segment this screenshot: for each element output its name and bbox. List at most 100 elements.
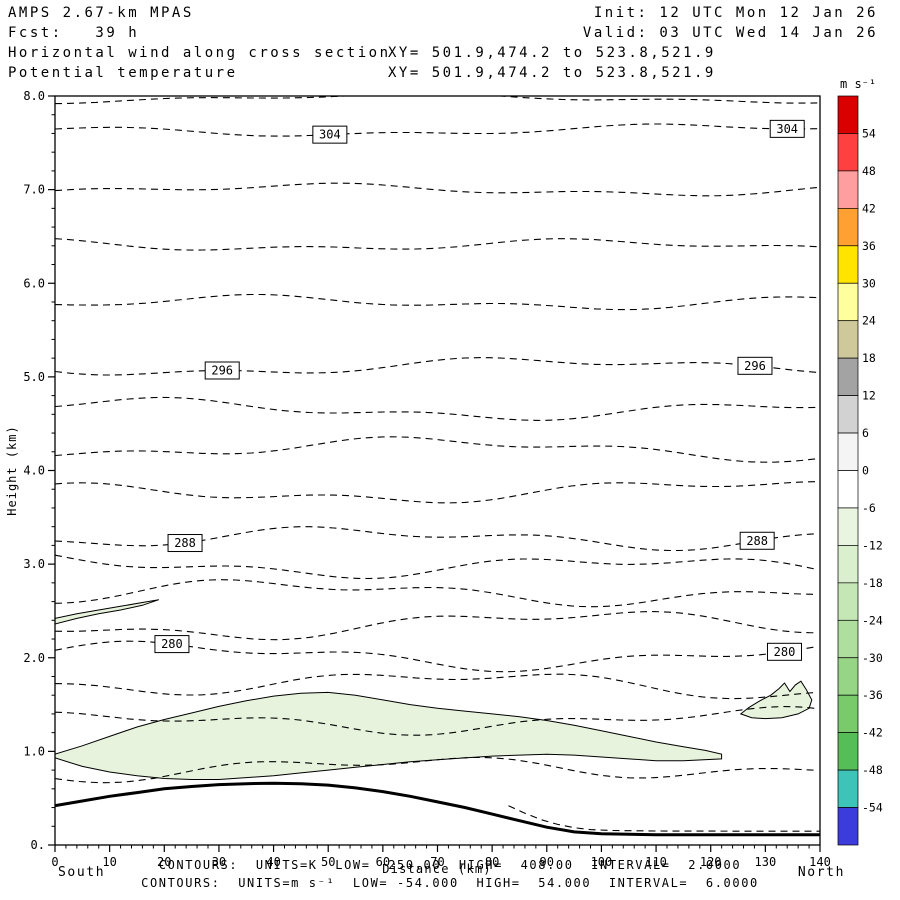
wind-band-main <box>55 691 723 780</box>
contour-label-box <box>766 642 802 661</box>
theta-contour-294 <box>55 396 818 421</box>
colorbar-tick-label: -6 <box>862 501 876 515</box>
theta-contour-282 <box>55 611 818 641</box>
theta-contour-274 <box>55 756 818 784</box>
y-tick-label: 3.0 <box>23 557 45 571</box>
x-tick-label: 20 <box>157 855 171 869</box>
colorbar-tick-label: -30 <box>862 651 883 665</box>
theta-contour-278 <box>55 673 818 700</box>
colorbar-band <box>837 208 859 247</box>
contour-label: 304 <box>319 128 341 142</box>
colorbar-band <box>837 133 859 172</box>
y-tick-label: 4.0 <box>23 464 45 478</box>
north-label: North <box>797 865 845 880</box>
x-tick-label: 120 <box>700 855 722 869</box>
y-tick-label: 7.0 <box>23 183 45 197</box>
y-axis-title: Height (km) <box>5 425 19 515</box>
contour-label-box <box>204 361 240 380</box>
colorbar-band <box>837 657 859 696</box>
x-tick-label: 50 <box>321 855 335 869</box>
colorbar-band <box>837 694 859 734</box>
field-title-theta: Potential temperature <box>8 65 238 81</box>
colorbar-tick-label: -12 <box>862 538 883 552</box>
forecast-hour: Fcst: 39 h <box>8 25 140 41</box>
wind-band-left-sliver <box>55 599 159 625</box>
colorbar-tick-label: 36 <box>862 239 876 253</box>
theta-contour-286 <box>55 554 818 580</box>
plot-content: 304 304 296 296 288 288 280 280 <box>55 96 820 837</box>
y-tick-label: 1.0 <box>23 744 45 758</box>
colorbar-tick-label: 18 <box>862 351 876 365</box>
contour-label-box <box>154 635 190 654</box>
y-tick-label: 2.0 <box>23 651 45 665</box>
colorbar-tick-label: 12 <box>862 389 876 403</box>
cross-section-coords-2: XY= 501.9,474.2 to 523.8,521.9 <box>388 65 716 81</box>
colorbar-band <box>837 245 859 284</box>
contour-label: 296 <box>211 363 233 377</box>
contour-label: 280 <box>774 645 796 659</box>
colorbar-tick-label: 42 <box>862 201 876 215</box>
colorbar-tick-label: -24 <box>862 613 883 627</box>
colorbar-band <box>837 282 859 322</box>
contour-info-wind: CONTOURS: UNITS=m s⁻¹ LOW= -54.000 HIGH=… <box>141 876 759 890</box>
theta-contour-near-surface <box>508 805 820 832</box>
wind-band-right <box>739 680 813 720</box>
theta-contour-296 <box>55 357 818 376</box>
init-time: Init: 12 UTC Mon 12 Jan 26 <box>593 5 878 21</box>
x-tick-label: 40 <box>266 855 280 869</box>
x-tick-label: 10 <box>102 855 116 869</box>
x-tick-label: 110 <box>645 855 667 869</box>
theta-contour-288 <box>55 526 818 552</box>
x-axis-title: Distance (km) <box>382 862 492 876</box>
terrain-line <box>55 781 820 837</box>
x-tick-label: 90 <box>540 855 554 869</box>
colorbar-tick-label: -36 <box>862 688 883 702</box>
x-tick-label: 100 <box>591 855 613 869</box>
colorbar-band <box>837 507 859 546</box>
colorbar-tick-label: 24 <box>862 314 876 328</box>
colorbar-band <box>837 582 859 621</box>
colorbar-band <box>837 545 859 584</box>
colorbar-tick-label: 6 <box>862 426 869 440</box>
colorbar-band <box>837 170 859 209</box>
valid-time: Valid: 03 UTC Wed 14 Jan 26 <box>582 25 878 41</box>
contour-label: 288 <box>746 534 768 548</box>
contour-label-box <box>737 356 773 375</box>
y-tick-label: 0. <box>31 838 45 852</box>
theta-contour-292 <box>55 436 818 463</box>
colorbar-band <box>837 395 859 434</box>
y-tick-label: 6.0 <box>23 276 45 290</box>
contour-label-box <box>739 531 775 550</box>
contour-label: 304 <box>776 122 798 136</box>
contour-label-box <box>312 125 348 144</box>
x-tick-label: 70 <box>430 855 444 869</box>
x-tick-label: 80 <box>485 855 499 869</box>
colorbar-band <box>837 357 859 396</box>
x-tick-label: 130 <box>755 855 777 869</box>
theta-contour-280 <box>55 640 818 673</box>
colorbar-band <box>837 769 859 808</box>
colorbar-tick-label: 0 <box>862 464 869 478</box>
colorbar-band <box>837 320 859 359</box>
y-tick-label: 5.0 <box>23 370 45 384</box>
colorbar-tick-label: 30 <box>862 276 876 290</box>
x-tick-label: 60 <box>376 855 390 869</box>
theta-contour-300 <box>55 238 818 251</box>
theta-contour-276 <box>55 706 818 736</box>
theta-contour-298 <box>55 293 818 311</box>
model-title: AMPS 2.67-km MPAS <box>8 5 194 21</box>
colorbar-title: m s⁻¹ <box>840 77 876 91</box>
colorbar-band <box>837 732 859 771</box>
south-label: South <box>58 865 106 880</box>
contour-label-box <box>167 534 203 553</box>
theta-contour-284 <box>55 579 818 608</box>
colorbar-band <box>837 470 859 509</box>
cross-section-coords-1: XY= 501.9,474.2 to 523.8,521.9 <box>388 45 716 61</box>
x-tick-label: 140 <box>809 855 831 869</box>
colorbar-tick-label: 48 <box>862 164 876 178</box>
contour-info-theta: CONTOURS: UNITS=K LOW= 250.00 HIGH= 408.… <box>158 858 742 872</box>
contour-label-box <box>769 119 805 138</box>
colorbar-tick-label: -54 <box>862 801 883 815</box>
